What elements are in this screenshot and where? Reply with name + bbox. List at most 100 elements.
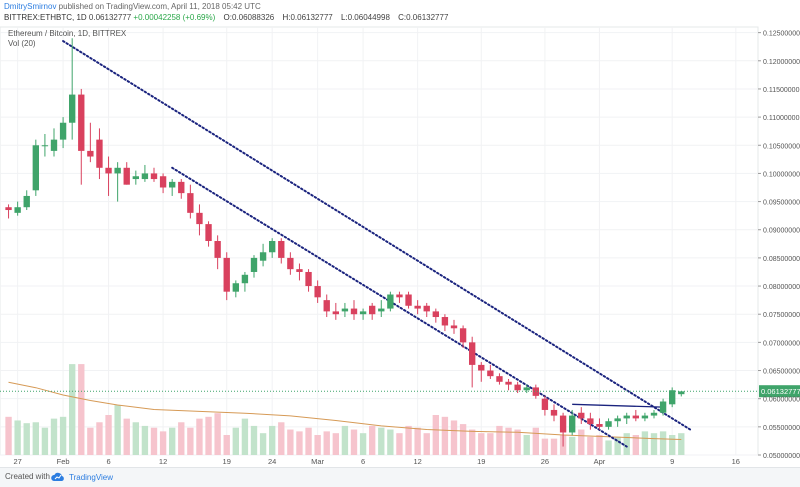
dotted-trendline bbox=[171, 166, 628, 448]
candle-body bbox=[23, 195, 30, 208]
y-tick-label: 0.09500000 bbox=[763, 200, 800, 207]
candle-body bbox=[369, 305, 376, 315]
candle-body bbox=[278, 241, 285, 258]
high-value: 0.06132777 bbox=[290, 13, 333, 22]
volume-bar bbox=[514, 429, 521, 455]
x-tick-label: 6 bbox=[106, 457, 110, 466]
candle-body bbox=[69, 94, 76, 123]
symbol-name[interactable]: BITTREX:ETHBTC, 1D bbox=[4, 13, 87, 22]
volume-bar bbox=[296, 431, 303, 455]
y-tick-label: 0.07500000 bbox=[763, 312, 800, 319]
candle-body bbox=[41, 145, 49, 147]
volume-bar bbox=[159, 431, 167, 455]
volume-bar bbox=[487, 433, 494, 455]
volume-bar bbox=[50, 418, 58, 455]
volume-bar bbox=[632, 435, 639, 455]
x-tick-label: 9 bbox=[670, 457, 674, 466]
candle-body bbox=[478, 364, 485, 371]
volume-bar bbox=[123, 418, 130, 455]
x-tick-label: 19 bbox=[223, 457, 231, 466]
volume-legend: Vol (20) bbox=[8, 39, 36, 48]
candle-body bbox=[532, 387, 539, 396]
volume-bar bbox=[87, 427, 94, 455]
volume-bar bbox=[305, 427, 312, 455]
y-tick-label: 0.07000000 bbox=[763, 340, 800, 347]
candle-body bbox=[550, 409, 558, 416]
candle-body bbox=[578, 412, 585, 419]
x-tick-label: Apr bbox=[594, 457, 606, 466]
candle-body bbox=[287, 257, 294, 270]
last-price-label: 0.06132777 bbox=[761, 387, 800, 396]
volume-bar bbox=[287, 429, 294, 455]
candle-body bbox=[396, 294, 403, 298]
volume-bar bbox=[205, 416, 212, 455]
plot-area bbox=[0, 26, 759, 456]
volume-bar bbox=[605, 440, 612, 455]
volume-bar bbox=[669, 435, 676, 455]
x-tick-label: 12 bbox=[413, 457, 421, 466]
solid-trendline bbox=[572, 403, 664, 408]
high-label: H: bbox=[282, 13, 291, 22]
candle-body bbox=[132, 176, 139, 180]
volume-ma-line bbox=[8, 381, 682, 440]
volume-bar bbox=[59, 416, 67, 455]
candle-body bbox=[5, 207, 12, 211]
volume-bar bbox=[214, 413, 221, 455]
candle-body bbox=[332, 311, 339, 315]
candle-body bbox=[241, 274, 249, 284]
volume-bar bbox=[478, 433, 485, 455]
candle-body bbox=[678, 391, 685, 395]
candle-body bbox=[614, 418, 621, 422]
candle-body bbox=[178, 181, 185, 194]
candle-body bbox=[541, 398, 549, 410]
volume-bar bbox=[223, 435, 230, 455]
price-chart[interactable]: 0.06132777 0.12500000 0.12000000 0.11500000… bbox=[0, 0, 800, 467]
volume-bar bbox=[496, 425, 503, 455]
volume-bar bbox=[32, 422, 39, 455]
candle-body bbox=[50, 139, 58, 151]
x-tick-label: 6 bbox=[361, 457, 365, 466]
volume-bar bbox=[523, 435, 530, 455]
x-tick-label: 12 bbox=[159, 457, 167, 466]
volume-bar bbox=[469, 429, 476, 455]
candle-body bbox=[159, 176, 167, 188]
volume-bar bbox=[441, 416, 449, 455]
volume-bar bbox=[23, 423, 30, 455]
candle-body bbox=[559, 415, 567, 433]
candle-body bbox=[423, 305, 430, 312]
x-tick-label: Mar bbox=[311, 457, 324, 466]
volume-bar bbox=[650, 433, 658, 455]
candle-body bbox=[150, 173, 158, 180]
last-value: 0.06132777 bbox=[88, 13, 132, 22]
footer: Created with TradingView bbox=[0, 467, 800, 487]
candle-body bbox=[250, 257, 258, 272]
y-tick-label: 0.10000000 bbox=[763, 171, 800, 178]
candle-body bbox=[450, 325, 458, 329]
y-tick-label: 0.05500000 bbox=[763, 425, 800, 432]
volume-bar bbox=[150, 427, 158, 455]
volume-bar bbox=[414, 427, 421, 455]
open-value: 0.06088326 bbox=[231, 13, 275, 22]
publish-info: DmitrySmirnov published on TradingView.c… bbox=[4, 2, 261, 11]
volume-bar bbox=[659, 431, 667, 455]
candle-body bbox=[114, 167, 121, 174]
volume-bar bbox=[641, 431, 649, 455]
volume-bar bbox=[596, 435, 603, 455]
candle-body bbox=[514, 384, 521, 391]
candle-body bbox=[359, 311, 367, 315]
volume-bar bbox=[232, 427, 239, 455]
volume-bar bbox=[332, 433, 339, 455]
candle-body bbox=[405, 294, 412, 306]
candle-body bbox=[587, 418, 594, 425]
y-tick-label: 0.05000000 bbox=[763, 453, 800, 460]
candle-body bbox=[387, 294, 394, 309]
candle-body bbox=[669, 390, 676, 405]
tradingview-logo[interactable]: TradingView bbox=[50, 470, 113, 484]
volume-bar bbox=[78, 364, 85, 455]
author-link[interactable]: DmitrySmirnov bbox=[4, 2, 57, 11]
created-with-label: Created with bbox=[5, 472, 50, 481]
candle-body bbox=[314, 286, 321, 298]
candle-body bbox=[87, 150, 94, 157]
candle-body bbox=[596, 424, 603, 427]
candle-body bbox=[105, 167, 112, 174]
